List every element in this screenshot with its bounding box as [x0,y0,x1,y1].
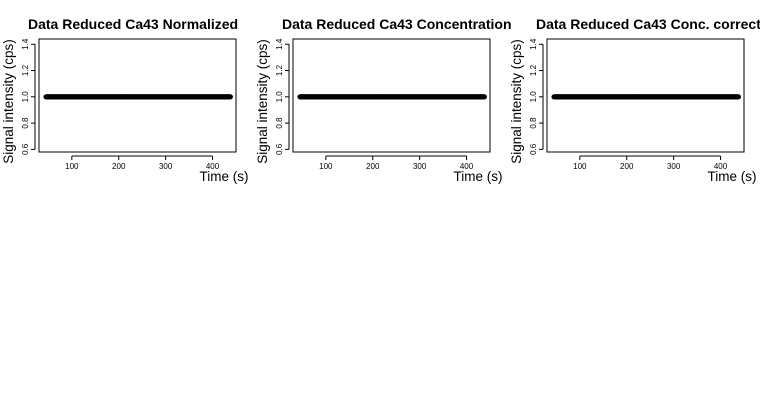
plot-frame [292,38,491,153]
x-tick-label: 100 [319,162,333,171]
y-tick-label: 0.6 [21,143,30,155]
x-tick-label: 100 [573,162,587,171]
plot-frame [38,38,237,153]
y-tick-label: 1.0 [275,91,284,103]
y-tick-label: 0.6 [529,143,538,155]
y-axis-label: Signal intensity (cps) [255,39,270,164]
y-tick-label: 0.8 [21,117,30,129]
chart-svg: Data Reduced Ca43 Conc. corrected 0.6 0.8 1… [509,16,760,184]
y-tick-label: 1.0 [529,91,538,103]
y-tick-label: 1.2 [529,64,538,76]
y-axis-label: Signal intensity (cps) [1,39,16,164]
x-tick-label: 300 [413,162,427,171]
y-tick-label: 1.2 [275,64,284,76]
y-axis-label: Signal intensity (cps) [509,39,524,164]
x-tick-label: 400 [460,162,474,171]
chart-title: Data Reduced Ca43 Conc. corrected [536,16,760,32]
x-axis-label: Time (s) [708,169,757,184]
x-tick-label: 100 [65,162,79,171]
data-point [735,94,741,100]
chart-svg: Data Reduced Ca43 Concentration 0.6 0.8 1.0… [255,16,512,184]
y-tick-label: 1.0 [21,91,30,103]
chart-title: Data Reduced Ca43 Concentration [282,16,512,32]
y-tick-label: 1.4 [275,38,284,50]
y-tick-label: 1.2 [21,64,30,76]
x-tick-label: 200 [112,162,126,171]
chart-panel-2: Data Reduced Ca43 Concentration 0.6 0.8 1.0… [254,0,512,200]
x-tick-label: 400 [206,162,220,171]
x-axis-label: Time (s) [200,169,249,184]
x-tick-label: 300 [667,162,681,171]
x-tick-label: 200 [366,162,380,171]
y-tick-label: 1.4 [21,38,30,50]
y-tick-label: 1.4 [529,38,538,50]
y-tick-label: 0.6 [275,143,284,155]
data-point [227,94,233,100]
chart-svg: Data Reduced Ca43 Normalized 0.6 0.8 1.0 1.2… [1,16,249,184]
x-tick-label: 200 [620,162,634,171]
data-series [551,94,741,100]
chart-panel-1: Data Reduced Ca43 Normalized 0.6 0.8 1.0 1.2… [0,0,254,200]
data-series [43,94,233,100]
plot-frame [546,38,745,153]
data-series [297,94,487,100]
y-tick-label: 0.8 [529,117,538,129]
chart-panel-3: Data Reduced Ca43 Conc. corrected 0.6 0.8 1… [508,0,760,200]
x-axis-label: Time (s) [454,169,503,184]
x-tick-label: 300 [159,162,173,171]
chart-title: Data Reduced Ca43 Normalized [28,16,238,32]
data-point [481,94,487,100]
y-tick-label: 0.8 [275,117,284,129]
x-tick-label: 400 [714,162,728,171]
